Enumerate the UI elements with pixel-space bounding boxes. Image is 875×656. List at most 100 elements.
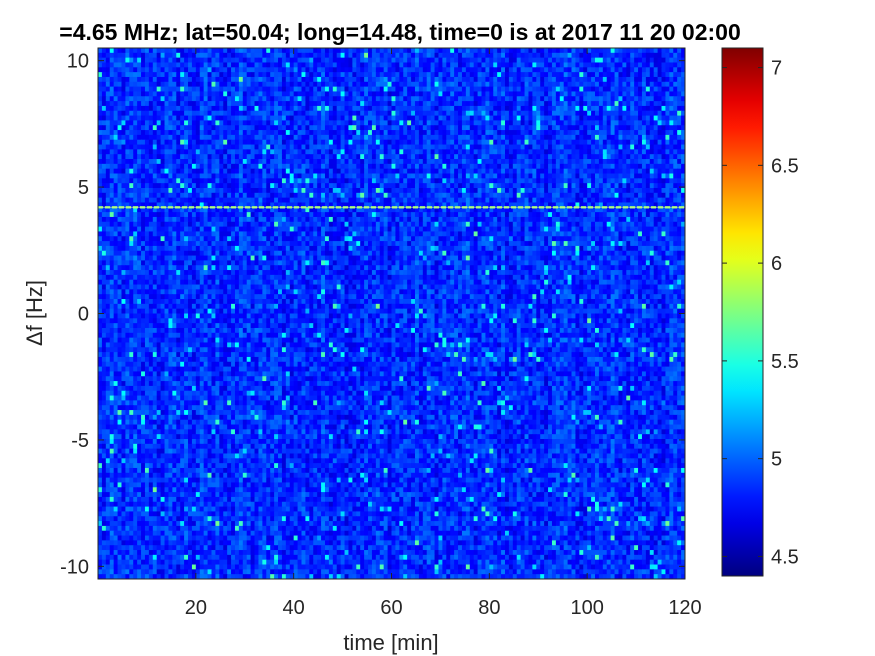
heatmap-cell — [203, 173, 209, 179]
heatmap-cell — [144, 81, 150, 88]
heatmap-cell — [661, 130, 667, 136]
heatmap-cell — [164, 207, 170, 213]
heatmap-cell — [618, 173, 623, 179]
heatmap-cell — [403, 62, 408, 68]
heatmap-cell — [188, 178, 193, 184]
heatmap-cell — [528, 115, 533, 122]
heatmap-cell — [242, 115, 248, 122]
heatmap-cell — [567, 173, 573, 179]
heatmap-cell — [223, 81, 228, 88]
heatmap-cell — [551, 197, 557, 204]
heatmap-cell — [548, 134, 553, 141]
heatmap-cell — [473, 149, 479, 155]
heatmap-cell — [387, 52, 393, 59]
heatmap-cell — [203, 96, 209, 102]
heatmap-cell — [289, 183, 295, 189]
heatmap-cell — [234, 183, 240, 189]
heatmap-cell — [332, 139, 338, 146]
heatmap-cell — [493, 96, 498, 102]
heatmap-cell — [524, 159, 530, 165]
heatmap-cell — [199, 110, 205, 117]
heatmap-cell — [520, 115, 526, 122]
heatmap-cell — [360, 52, 365, 59]
heatmap-cell — [152, 207, 158, 213]
heatmap-cell — [301, 134, 306, 141]
heatmap-cell — [254, 72, 260, 78]
heatmap-cell — [348, 154, 353, 160]
heatmap-cell — [278, 159, 283, 165]
heatmap-cell — [587, 125, 592, 131]
heatmap-cell — [383, 91, 389, 97]
heatmap-cell — [184, 202, 189, 208]
heatmap-cell — [285, 202, 291, 208]
heatmap-cell — [481, 163, 487, 170]
heatmap-cell — [188, 110, 193, 117]
heatmap-cell — [188, 48, 193, 54]
heatmap-cell — [368, 120, 373, 126]
heatmap-cell — [270, 96, 275, 102]
heatmap-cell — [501, 96, 506, 102]
heatmap-cell — [195, 62, 201, 68]
heatmap-cell — [583, 125, 588, 131]
heatmap-cell — [129, 76, 134, 83]
heatmap-cell — [379, 105, 385, 112]
heatmap-cell — [411, 101, 416, 107]
heatmap-cell — [297, 154, 303, 160]
heatmap-cell — [199, 120, 205, 126]
heatmap-cell — [481, 115, 487, 122]
heatmap-cell — [227, 57, 232, 64]
heatmap-cell — [532, 144, 537, 150]
heatmap-cell — [379, 173, 385, 179]
heatmap-cell — [610, 159, 616, 165]
heatmap-cell — [622, 91, 627, 97]
heatmap-cell — [418, 130, 424, 136]
heatmap-cell — [133, 163, 138, 170]
heatmap-cell — [148, 163, 154, 170]
heatmap-cell — [344, 197, 350, 204]
heatmap-cell — [622, 173, 627, 179]
heatmap-cell — [469, 57, 475, 64]
heatmap-cell — [305, 144, 310, 150]
heatmap-cell — [328, 62, 334, 68]
heatmap-cell — [332, 67, 338, 73]
heatmap-cell — [563, 178, 569, 184]
heatmap-cell — [473, 52, 479, 59]
heatmap-cell — [211, 120, 216, 126]
heatmap-cell — [528, 96, 533, 102]
heatmap-cell — [266, 134, 271, 141]
heatmap-cell — [454, 91, 459, 97]
heatmap-cell — [129, 62, 134, 68]
heatmap-cell — [336, 134, 342, 141]
heatmap-cell — [105, 115, 111, 122]
heatmap-cell — [598, 173, 604, 179]
heatmap-cell — [411, 105, 416, 112]
heatmap-cell — [442, 125, 447, 131]
heatmap-cell — [274, 76, 279, 83]
heatmap-cell — [297, 81, 303, 88]
heatmap-cell — [375, 163, 381, 170]
heatmap-cell — [168, 149, 173, 155]
heatmap-cell — [626, 52, 631, 59]
heatmap-cell — [395, 86, 400, 93]
heatmap-cell — [238, 183, 244, 189]
heatmap-cell — [160, 130, 166, 136]
heatmap-cell — [172, 149, 177, 155]
heatmap-cell — [250, 183, 256, 189]
heatmap-cell — [379, 197, 385, 204]
heatmap-cell — [262, 72, 267, 78]
heatmap-cell — [172, 67, 177, 73]
heatmap-cell — [610, 115, 616, 122]
heatmap-cell — [121, 57, 126, 64]
heatmap-cell — [555, 67, 561, 73]
heatmap-cell — [438, 192, 443, 199]
heatmap-cell — [270, 154, 275, 160]
heatmap-cell — [454, 139, 459, 146]
heatmap-cell — [293, 91, 299, 97]
heatmap-cell — [677, 115, 682, 122]
heatmap-cell — [512, 144, 518, 150]
heatmap-cell — [238, 197, 244, 204]
heatmap-cell — [548, 96, 553, 102]
heatmap-cell — [657, 183, 663, 189]
heatmap-cell — [579, 125, 584, 131]
heatmap-cell — [395, 159, 400, 165]
